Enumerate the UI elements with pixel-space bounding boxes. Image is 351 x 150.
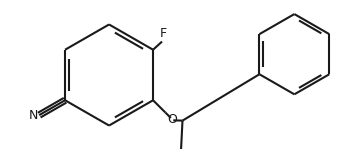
Text: F: F: [160, 27, 167, 40]
Text: O: O: [167, 113, 177, 126]
Text: N: N: [29, 109, 38, 122]
